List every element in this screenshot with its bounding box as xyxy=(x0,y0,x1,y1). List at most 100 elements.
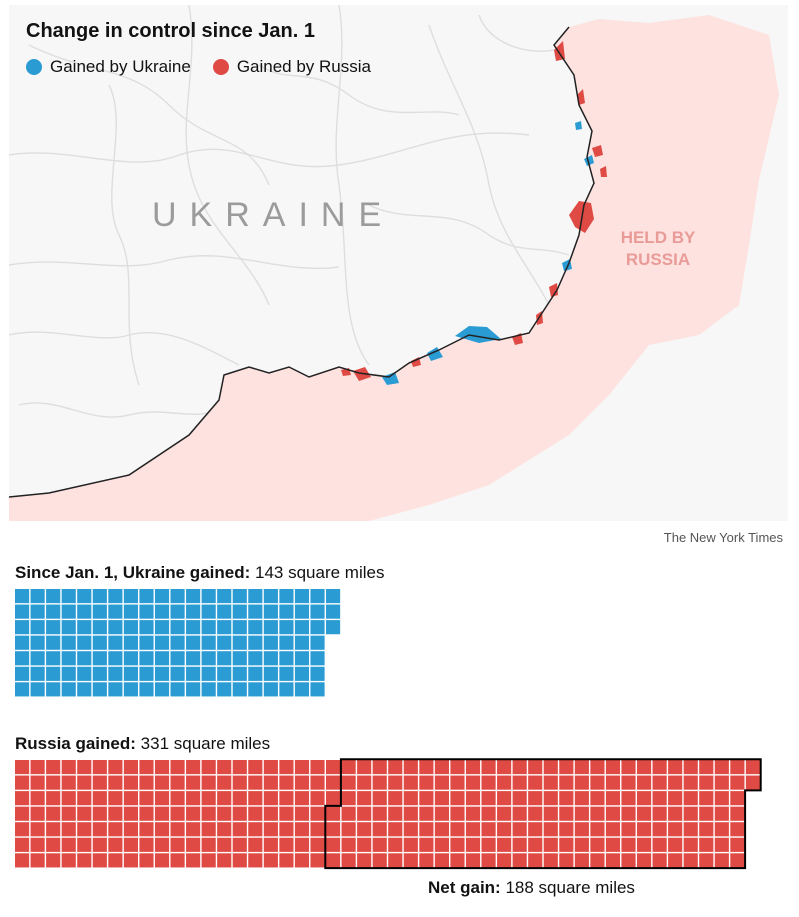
russia-gain-area xyxy=(592,145,603,157)
russia-square-mile xyxy=(388,822,403,837)
russia-square-mile xyxy=(15,822,30,837)
russia-square-mile xyxy=(590,837,605,852)
russia-square-mile xyxy=(154,822,170,837)
ukraine-square-mile xyxy=(46,635,61,650)
russia-square-mile xyxy=(637,837,652,852)
russia-square-mile xyxy=(714,837,729,852)
russia-square-mile xyxy=(123,853,138,868)
ukraine-square-mile xyxy=(186,604,201,619)
russia-square-mile xyxy=(450,791,465,806)
ukraine-square-mile xyxy=(61,651,76,666)
ukraine-square-mile xyxy=(186,589,201,604)
ukraine-square-mile xyxy=(232,589,247,604)
russia-square-mile xyxy=(170,791,185,806)
russia-square-mile xyxy=(497,775,512,790)
ukraine-square-mile xyxy=(201,682,216,697)
ukraine-gain-area xyxy=(575,121,582,130)
russia-square-mile xyxy=(77,806,92,821)
ukraine-square-mile xyxy=(217,604,232,619)
russia-square-mile xyxy=(232,806,247,821)
russia-square-mile xyxy=(77,775,92,790)
ukraine-square-mile xyxy=(263,589,278,604)
russia-square-mile xyxy=(279,853,294,868)
ukraine-square-mile xyxy=(123,635,138,650)
ukraine-square-mile xyxy=(154,682,170,697)
russia-square-mile xyxy=(699,775,714,790)
russia-square-mile xyxy=(30,775,45,790)
russia-square-mile xyxy=(201,822,216,837)
ukraine-square-mile xyxy=(15,620,30,635)
russia-square-mile xyxy=(139,853,154,868)
russia-square-mile xyxy=(170,822,185,837)
ukraine-square-mile xyxy=(279,604,294,619)
russia-square-mile xyxy=(419,806,434,821)
russia-square-mile xyxy=(403,760,418,775)
russia-square-mile xyxy=(543,791,558,806)
russia-square-mile xyxy=(512,837,527,852)
russia-square-mile xyxy=(30,760,45,775)
ukraine-square-mile xyxy=(77,666,92,681)
russia-square-mile xyxy=(217,775,232,790)
ukraine-square-mile xyxy=(77,620,92,635)
ukraine-square-mile xyxy=(279,666,294,681)
russia-square-mile xyxy=(139,837,154,852)
russia-square-mile xyxy=(590,806,605,821)
russia-square-mile xyxy=(217,760,232,775)
russia-square-mile xyxy=(201,853,216,868)
ukraine-square-mile xyxy=(108,666,123,681)
russia-square-mile xyxy=(388,760,403,775)
ukraine-square-mile xyxy=(15,635,30,650)
russia-square-mile xyxy=(403,791,418,806)
russia-square-mile xyxy=(248,775,263,790)
russia-square-mile xyxy=(123,837,138,852)
russia-square-mile xyxy=(341,822,356,837)
russia-square-mile xyxy=(450,806,465,821)
ukraine-square-mile xyxy=(92,589,107,604)
russia-square-mile xyxy=(294,775,310,790)
russia-square-mile xyxy=(186,791,201,806)
ukraine-square-mile xyxy=(326,604,341,619)
russia-square-mile xyxy=(279,806,294,821)
ukraine-square-mile xyxy=(46,620,61,635)
ukraine-square-mile xyxy=(201,620,216,635)
russia-square-mile xyxy=(419,837,434,852)
russia-square-mile xyxy=(46,806,61,821)
russia-square-mile xyxy=(294,806,310,821)
ukraine-square-mile xyxy=(279,620,294,635)
ukraine-square-mile xyxy=(108,589,123,604)
russia-square-mile xyxy=(310,837,325,852)
ukraine-square-mile xyxy=(139,604,154,619)
ukraine-gain-value: 143 square miles xyxy=(255,563,385,582)
russia-square-mile xyxy=(621,775,636,790)
russia-square-mile xyxy=(528,822,543,837)
russia-square-mile xyxy=(279,837,294,852)
ukraine-square-mile xyxy=(310,682,325,697)
ukraine-square-mile xyxy=(108,635,123,650)
ukraine-square-mile xyxy=(263,620,278,635)
russia-square-mile xyxy=(730,791,745,806)
russia-square-mile xyxy=(326,791,341,806)
ukraine-square-mile xyxy=(30,651,45,666)
ukraine-square-mile xyxy=(123,666,138,681)
russia-square-mile xyxy=(372,806,387,821)
russia-square-mile xyxy=(46,760,61,775)
russia-square-mile xyxy=(154,791,170,806)
russia-square-mile xyxy=(481,791,496,806)
ukraine-square-mile xyxy=(248,589,263,604)
ukraine-square-mile xyxy=(15,682,30,697)
russia-square-mile xyxy=(294,791,310,806)
russia-square-mile xyxy=(590,791,605,806)
russia-square-mile xyxy=(15,760,30,775)
ukraine-square-mile xyxy=(232,666,247,681)
russia-square-mile xyxy=(372,853,387,868)
russia-square-mile xyxy=(186,806,201,821)
ukraine-square-mile xyxy=(310,635,325,650)
russia-square-mile xyxy=(357,760,372,775)
russia-square-mile xyxy=(699,853,714,868)
russia-square-mile xyxy=(139,791,154,806)
russia-square-mile xyxy=(170,806,185,821)
russia-square-mile xyxy=(621,853,636,868)
russia-gain-area xyxy=(600,166,607,177)
russia-square-mile xyxy=(170,837,185,852)
ukraine-square-mile xyxy=(186,635,201,650)
